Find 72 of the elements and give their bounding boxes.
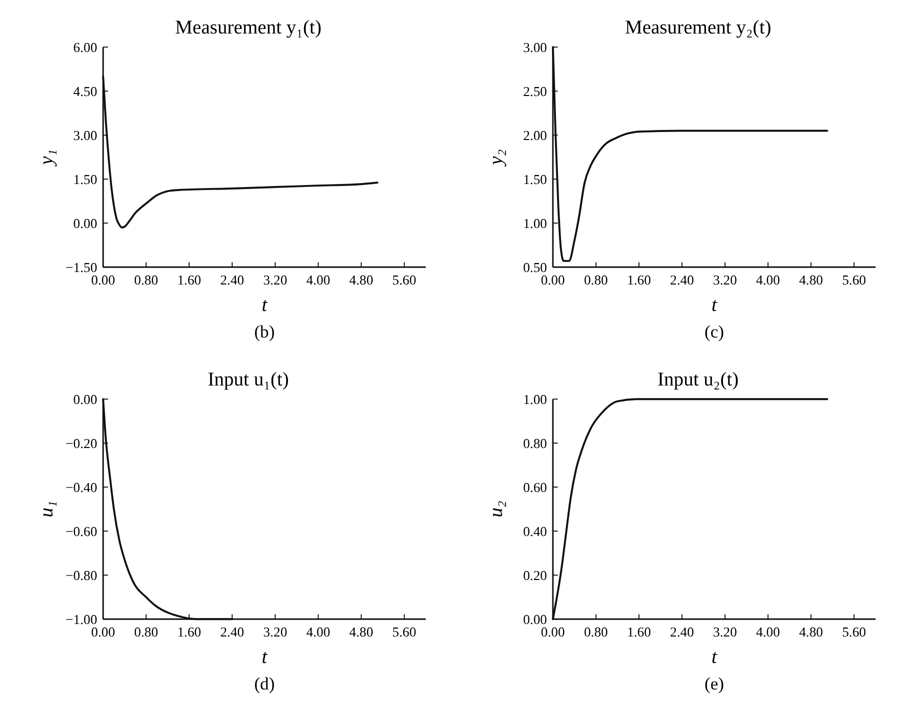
x-tick-label: 0.80	[584, 624, 608, 640]
y-axis-title: u₁	[36, 500, 58, 518]
text: (e)	[704, 674, 724, 694]
y-tick-label: 0.60	[523, 480, 548, 495]
y-tick-label: 0.20	[523, 568, 548, 583]
y-tick-label: 1.00	[523, 216, 548, 231]
y-tick-label: 0.00	[73, 216, 98, 231]
x-axis-title: t	[262, 647, 268, 668]
x-tick-label: 5.60	[842, 624, 866, 640]
y-tick-label: 6.00	[73, 40, 98, 55]
y-tick-label: 1.50	[523, 172, 548, 187]
x-axis-title: t	[712, 295, 718, 316]
text: (d)	[254, 674, 275, 694]
x-tick-label: 0.80	[584, 272, 608, 288]
x-tick-label: 4.00	[306, 624, 330, 640]
y-tick-label: 0.00	[73, 392, 98, 407]
x-tick-label: 4.00	[756, 624, 780, 640]
x-tick-label: 1.60	[177, 624, 202, 640]
x-axis-title: t	[262, 295, 268, 316]
chart-title: Input u₂(t)	[658, 369, 739, 390]
chart-title: Measurement y₁(t)	[175, 17, 322, 38]
x-tick-label: 4.80	[349, 272, 374, 288]
y-tick-label: −0.80	[66, 568, 98, 583]
y-tick-label: 0.40	[523, 524, 548, 539]
x-tick-label: 0.80	[134, 624, 158, 640]
y-tick-label: −0.20	[66, 436, 98, 451]
y-tick-label: 3.00	[73, 128, 98, 143]
x-tick-label: 4.00	[756, 272, 780, 288]
x-tick-label: 5.60	[842, 272, 866, 288]
text: (b)	[254, 322, 275, 342]
text: (c)	[704, 322, 724, 342]
y-tick-label: 3.00	[523, 40, 548, 55]
y-tick-label: −0.40	[66, 480, 98, 495]
y-tick-label: −1.00	[66, 612, 98, 627]
x-tick-label: 0.00	[540, 624, 566, 640]
y-tick-label: 1.50	[73, 172, 98, 187]
x-tick-label: 0.00	[91, 624, 116, 640]
x-tick-label: 2.40	[220, 272, 244, 288]
x-tick-label: 3.20	[713, 624, 738, 640]
y-tick-label: 2.00	[523, 128, 548, 143]
x-tick-label: 4.80	[799, 272, 824, 288]
y-tick-label: −1.50	[66, 260, 98, 275]
x-tick-label: 1.60	[177, 272, 202, 288]
y-tick-label: 0.80	[523, 436, 548, 451]
y-tick-label: 0.00	[523, 612, 548, 627]
y-tick-label: −0.60	[66, 524, 98, 539]
x-tick-label: 4.80	[799, 624, 824, 640]
x-tick-label: 0.00	[540, 272, 566, 288]
y-tick-label: 1.00	[523, 392, 548, 407]
y-tick-label: 0.50	[523, 260, 548, 275]
x-tick-label: 1.60	[626, 624, 652, 640]
x-tick-label: 3.20	[713, 272, 738, 288]
chart-title: Input u₁(t)	[208, 369, 289, 390]
x-tick-label: 4.00	[306, 272, 330, 288]
x-tick-label: 5.60	[392, 272, 416, 288]
x-tick-label: 1.60	[626, 272, 652, 288]
x-tick-label: 0.00	[91, 272, 116, 288]
y-axis-title: y₁	[36, 149, 58, 167]
x-tick-label: 3.20	[263, 272, 288, 288]
x-tick-label: 5.60	[392, 624, 416, 640]
x-tick-label: 0.80	[134, 272, 158, 288]
x-axis-title: t	[712, 647, 718, 668]
x-tick-label: 3.20	[263, 624, 288, 640]
y-axis-title: u₂	[486, 500, 508, 518]
x-tick-label: 2.40	[670, 272, 694, 288]
y-tick-label: 2.50	[523, 84, 548, 99]
x-tick-label: 2.40	[220, 624, 244, 640]
y-axis-title: y₂	[486, 149, 508, 167]
x-tick-label: 2.40	[670, 624, 694, 640]
chart-title: Measurement y₂(t)	[624, 17, 772, 38]
x-tick-label: 4.80	[349, 624, 374, 640]
y-tick-label: 4.50	[73, 84, 98, 99]
